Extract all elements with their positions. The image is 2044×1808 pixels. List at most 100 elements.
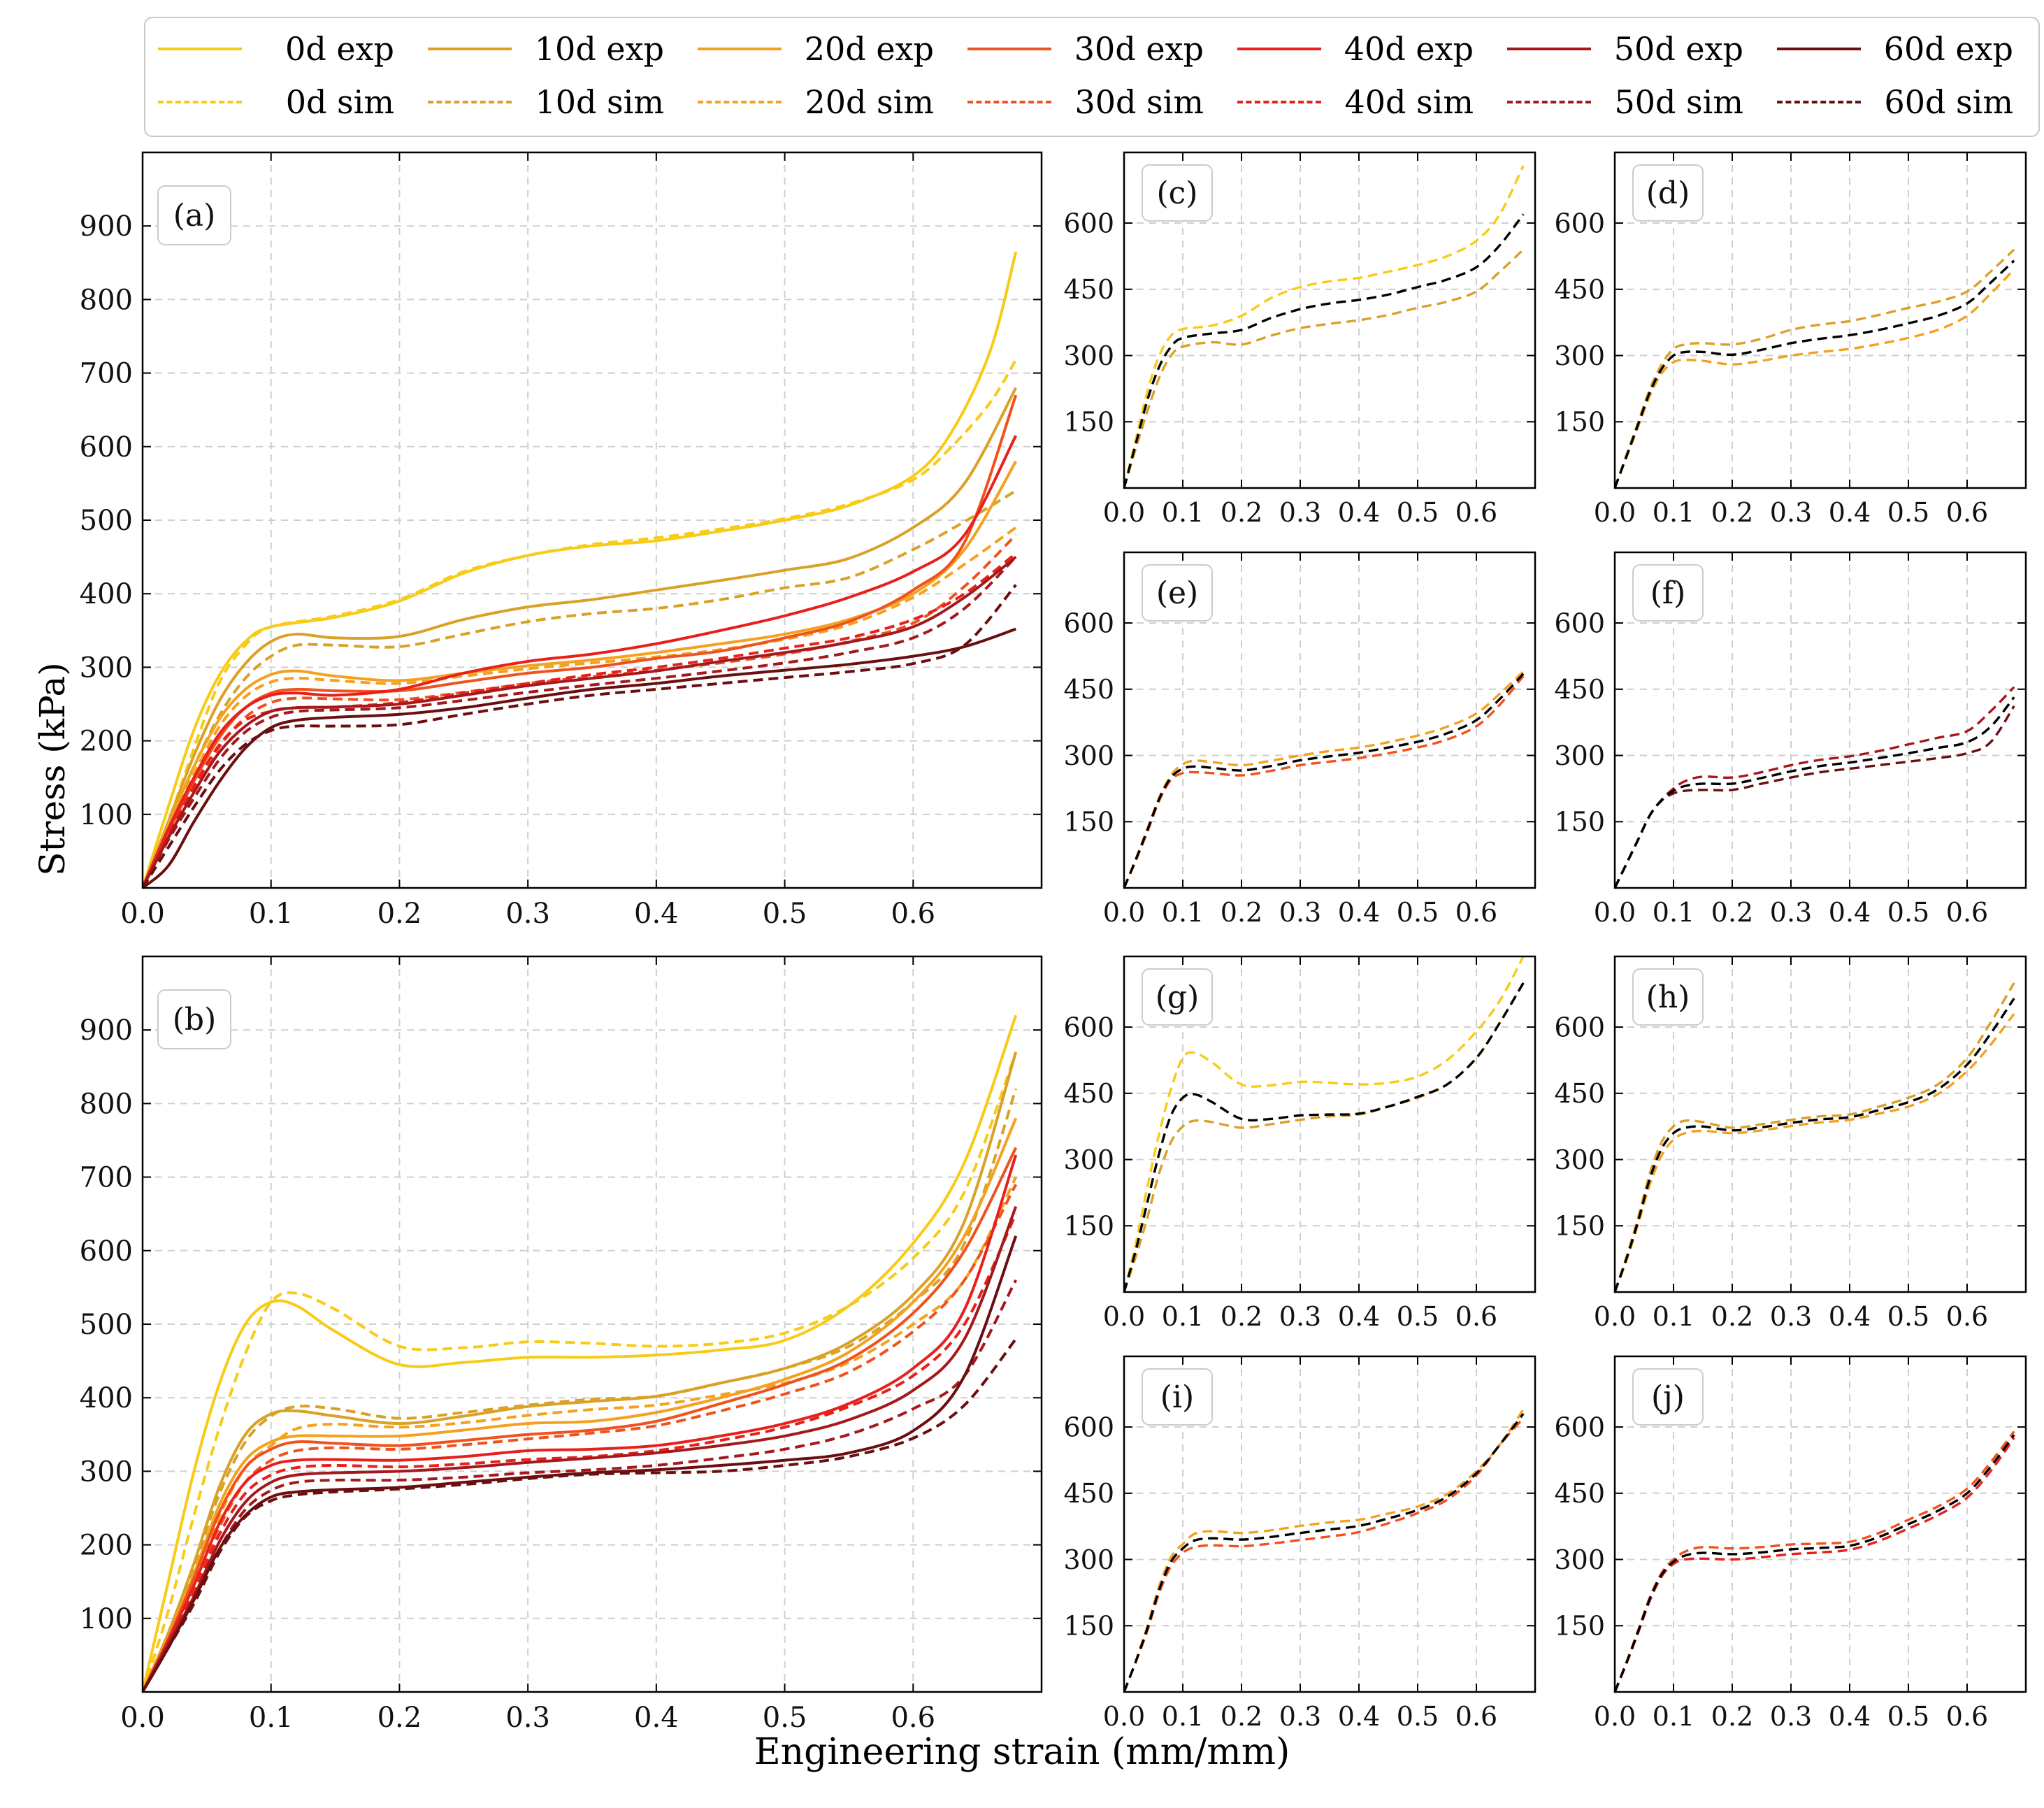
y-tick-label: 150	[1554, 1211, 1605, 1242]
y-tick-label: 300	[1063, 340, 1114, 371]
x-tick-label: 0.0	[1103, 497, 1145, 528]
y-tick-label: 300	[1063, 1544, 1114, 1575]
panel-label: (b)	[173, 1002, 217, 1038]
panel-j: 0.0 0.1 0.2 0.3 0.4 0.5 0.6 150 300 450 600 (j)	[1554, 1355, 2027, 1732]
panel-label-box	[1142, 968, 1213, 1026]
panel-e: 0.0 0.1 0.2 0.3 0.4 0.5 0.6 150 300 450 600 (e)	[1063, 551, 1536, 928]
x-tick-label: 0.6	[1946, 1301, 1988, 1332]
y-tick-label: 600	[1554, 1412, 1605, 1442]
legend-swatch	[428, 101, 512, 103]
series-line-average-dashed	[1124, 1413, 1525, 1692]
y-tick-label: 300	[80, 652, 133, 684]
x-tick-label: 0.3	[1770, 897, 1812, 928]
legend-item-30d-exp: 30d exp	[967, 29, 1204, 69]
x-tick-label: 0.1	[1653, 897, 1694, 928]
y-tick-label: 300	[1063, 1145, 1114, 1175]
series-line-20d-dashed	[1615, 268, 2015, 488]
y-tick-label: 450	[1554, 1478, 1605, 1509]
series-line-60d-dashed	[143, 1337, 1017, 1692]
x-tick-label: 0.6	[1455, 1301, 1497, 1332]
x-tick-label: 0.4	[1829, 1701, 1871, 1732]
plot-frame	[1613, 151, 2027, 489]
y-tick-label: 600	[1063, 1412, 1114, 1442]
x-tick-label: 0.4	[1338, 497, 1380, 528]
panel-b: 0.0 0.1 0.2 0.3 0.4 0.5 0.6 100 200 300 400 500 600 7…	[80, 955, 1043, 1734]
series-line-20d-solid	[143, 1117, 1018, 1692]
legend-swatch	[1507, 101, 1591, 103]
x-tick-label: 0.6	[891, 898, 935, 930]
y-tick-label: 300	[1063, 740, 1114, 771]
panel-i: 0.0 0.1 0.2 0.3 0.4 0.5 0.6 150 300 450 600 (i)	[1063, 1355, 1536, 1732]
x-tick-label: 0.2	[1711, 497, 1753, 528]
x-tick-label: 0.0	[1103, 897, 1145, 928]
series-line-0d-dashed	[143, 359, 1017, 888]
legend-item-60d-exp: 60d exp	[1777, 29, 2013, 69]
x-tick-label: 0.1	[1653, 497, 1694, 528]
x-tick-label: 0.2	[1711, 897, 1753, 928]
y-tick-label: 600	[80, 1235, 133, 1268]
legend-item-40d-exp: 40d exp	[1237, 29, 1474, 69]
x-tick-label: 0.1	[249, 1702, 294, 1734]
x-tick-label: 0.3	[1279, 1701, 1321, 1732]
legend-label: 10d exp	[534, 30, 664, 68]
x-tick-label: 0.1	[1653, 1301, 1694, 1332]
series-line-50d-dashed	[1615, 686, 2015, 888]
y-tick-label: 200	[80, 1530, 133, 1562]
series-line-average-dashed	[1615, 259, 2015, 488]
legend-swatch	[428, 48, 512, 50]
plot-frame	[1613, 955, 2027, 1293]
series-line-40d-solid	[143, 435, 1018, 888]
y-tick-label: 150	[1063, 1611, 1114, 1642]
legend-label: 50d exp	[1613, 30, 1743, 68]
panel-label: (a)	[173, 198, 216, 234]
series-line-10d-dashed	[1124, 248, 1525, 488]
panel-label-box	[1632, 968, 1704, 1026]
series-line-10d-dashed	[1615, 248, 2015, 488]
legend-label: 0d exp	[285, 30, 394, 68]
y-tick-label: 450	[1063, 674, 1114, 705]
x-tick-label: 0.1	[1653, 1701, 1694, 1732]
series-line-40d-dashed	[1615, 1437, 2015, 1692]
panel-label: (d)	[1646, 175, 1690, 211]
x-tick-label: 0.5	[1397, 497, 1439, 528]
y-tick-label: 600	[80, 431, 133, 464]
y-tick-label: 150	[1063, 407, 1114, 438]
series-line-average-dashed	[1124, 982, 1525, 1292]
panel-h: 0.0 0.1 0.2 0.3 0.4 0.5 0.6 150 300 450 600 (h)	[1554, 955, 2027, 1332]
y-tick-label: 600	[1063, 1012, 1114, 1042]
x-tick-label: 0.4	[1829, 497, 1871, 528]
x-tick-label: 0.3	[505, 1702, 550, 1734]
legend-item-30d-sim: 30d sim	[967, 82, 1204, 122]
x-tick-label: 0.5	[763, 1702, 807, 1734]
y-tick-label: 100	[80, 1603, 133, 1635]
x-tick-label: 0.6	[1455, 897, 1497, 928]
x-tick-label: 0.6	[1455, 1701, 1497, 1732]
series-line-20d-dashed	[143, 1176, 1018, 1692]
panel-label: (j)	[1651, 1379, 1685, 1415]
y-tick-label: 600	[1554, 208, 1605, 238]
x-tick-label: 0.5	[1397, 1301, 1439, 1332]
series-line-20d-dashed	[1124, 1408, 1525, 1692]
x-tick-label: 0.3	[1279, 897, 1321, 928]
y-tick-label: 500	[80, 505, 133, 537]
panel-label: (h)	[1646, 980, 1690, 1015]
series-line-average-dashed	[1124, 673, 1525, 888]
x-tick-label: 0.2	[1221, 497, 1262, 528]
y-tick-label: 700	[80, 358, 133, 390]
legend-item-60d-sim: 60d sim	[1777, 82, 2013, 122]
x-tick-label: 0.4	[1829, 897, 1871, 928]
series-line-20d-solid	[143, 460, 1017, 888]
series-line-30d-solid	[143, 1147, 1018, 1692]
y-tick-label: 300	[80, 1456, 133, 1488]
x-tick-label: 0.6	[891, 1702, 935, 1734]
series-line-10d-dashed	[1615, 982, 2015, 1292]
legend: 0d exp 0d sim 10d exp 10d sim 20d exp 20d sim…	[144, 17, 2040, 137]
legend-swatch	[1777, 48, 1861, 50]
y-tick-label: 450	[1063, 1078, 1114, 1109]
x-tick-label: 0.1	[1162, 497, 1204, 528]
series-line-0d-solid	[143, 251, 1018, 888]
series-line-30d-dashed	[143, 1184, 1018, 1692]
x-tick-label: 0.4	[634, 898, 679, 930]
y-tick-label: 700	[80, 1162, 133, 1194]
